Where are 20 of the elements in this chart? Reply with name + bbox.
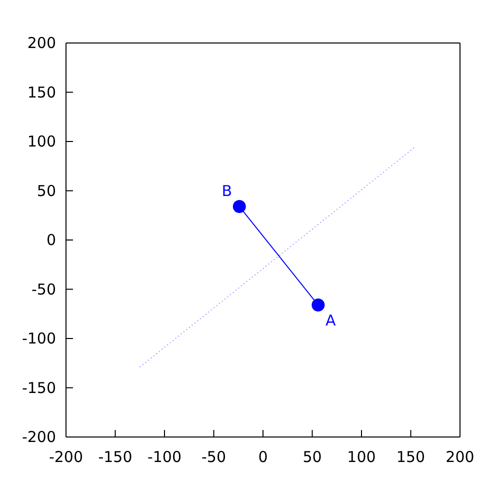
y-tick-label: 0 xyxy=(46,231,56,249)
x-tick-label: 200 xyxy=(446,448,474,466)
x-tick-label: -150 xyxy=(98,448,132,466)
annotation: A xyxy=(326,312,337,330)
y-tick-label: -100 xyxy=(22,330,56,348)
x-tick-label: 0 xyxy=(258,448,268,466)
annotation: B xyxy=(222,182,232,200)
x-tick-label: 50 xyxy=(302,448,322,466)
x-tick-label: 100 xyxy=(347,448,376,466)
y-tick-label: -50 xyxy=(32,280,56,298)
x-tick-label: -100 xyxy=(147,448,182,466)
x-tick-label: -50 xyxy=(202,448,226,466)
y-tick-label: 50 xyxy=(36,182,56,200)
y-tick-label: 100 xyxy=(27,132,56,150)
y-tick-label: -200 xyxy=(22,428,56,446)
y-tick-label: -150 xyxy=(22,378,56,397)
y-tick-label: 200 xyxy=(27,34,56,52)
x-tick-label: -200 xyxy=(48,448,84,466)
y-tick-label: 150 xyxy=(27,83,56,102)
x-tick-label: 150 xyxy=(396,448,426,466)
